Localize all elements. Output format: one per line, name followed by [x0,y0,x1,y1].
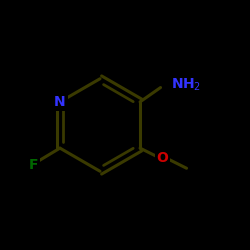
Text: O: O [157,151,168,165]
Text: N: N [54,95,66,109]
Text: NH$_2$: NH$_2$ [170,77,201,93]
Text: F: F [29,158,38,172]
